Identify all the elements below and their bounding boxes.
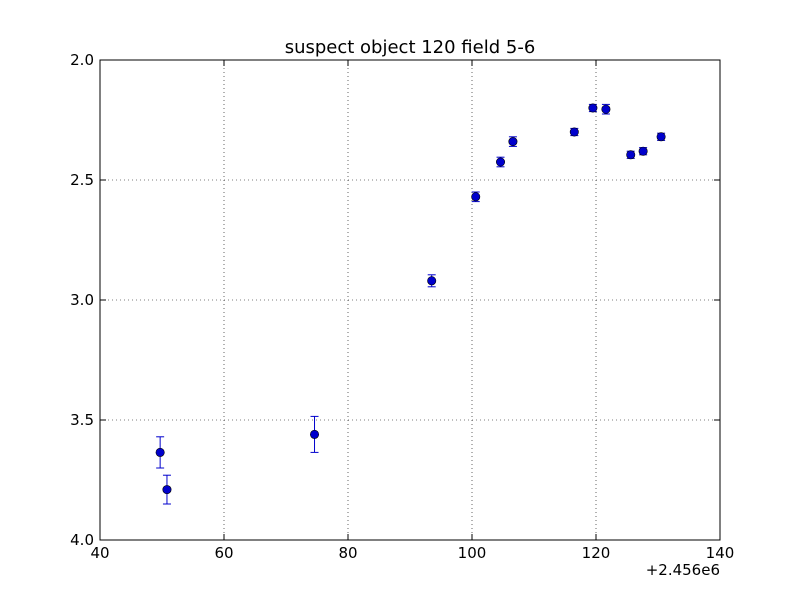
data-point bbox=[310, 429, 320, 439]
data-point bbox=[588, 103, 598, 113]
x-axis-offset-label: +2.456e6 bbox=[646, 561, 720, 579]
tick-labels: 40 60 80 100 120 140 2.0 2.5 3.0 3.5 4.0 bbox=[70, 51, 734, 562]
grid-lines bbox=[100, 60, 720, 540]
data-point-group bbox=[310, 415, 320, 453]
data-point-group bbox=[626, 150, 636, 160]
y-tick-label: 2.0 bbox=[70, 51, 94, 69]
data-point bbox=[508, 137, 518, 147]
axis-ticks bbox=[99, 59, 721, 541]
data-point-group bbox=[601, 103, 611, 115]
data-point bbox=[569, 127, 579, 137]
data-point bbox=[471, 192, 481, 202]
data-point-group bbox=[638, 146, 648, 156]
data-point bbox=[626, 150, 636, 160]
x-tick-label: 40 bbox=[90, 544, 109, 562]
data-point bbox=[601, 104, 611, 114]
y-tick-label: 2.5 bbox=[70, 171, 94, 189]
data-point-group bbox=[155, 436, 165, 469]
data-point-group bbox=[471, 191, 481, 203]
data-point-group bbox=[508, 136, 518, 147]
x-tick-label: 120 bbox=[582, 544, 611, 562]
data-point bbox=[638, 146, 648, 156]
x-tick-label: 80 bbox=[338, 544, 357, 562]
chart-title: suspect object 120 field 5-6 bbox=[285, 37, 536, 58]
data-point bbox=[162, 485, 172, 495]
y-tick-label: 4.0 bbox=[70, 531, 94, 549]
data-point bbox=[155, 447, 165, 457]
data-point bbox=[496, 157, 506, 167]
data-point-group bbox=[496, 156, 506, 168]
data-point-group bbox=[656, 132, 666, 142]
x-tick-label: 60 bbox=[214, 544, 233, 562]
data-point bbox=[427, 276, 437, 286]
data-point-group bbox=[588, 103, 598, 113]
y-tick-label: 3.0 bbox=[70, 291, 94, 309]
x-tick-label: 140 bbox=[706, 544, 735, 562]
data-point-group bbox=[162, 474, 172, 505]
data-point-group bbox=[569, 127, 579, 137]
y-tick-label: 3.5 bbox=[70, 411, 94, 429]
data-point bbox=[656, 132, 666, 142]
data-point-group bbox=[427, 274, 437, 288]
x-tick-label: 100 bbox=[458, 544, 487, 562]
data-series bbox=[155, 103, 666, 505]
